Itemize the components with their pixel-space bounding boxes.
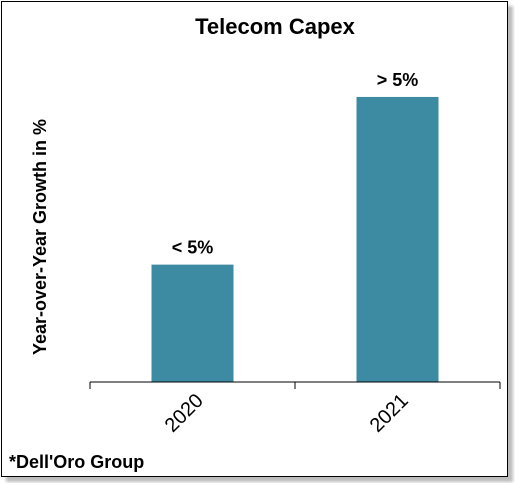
x-tick-label-2021: 2021 xyxy=(366,390,413,437)
chart-title: Telecom Capex xyxy=(195,14,356,39)
y-axis-label: Year-over-Year Growth in % xyxy=(30,119,50,355)
bars-group: < 5% > 5% xyxy=(151,70,439,383)
data-label-2020: < 5% xyxy=(172,238,214,258)
source-footnote: *Dell'Oro Group xyxy=(9,452,144,472)
x-tick-labels: 2020 2021 xyxy=(161,390,413,437)
bar-2021 xyxy=(356,96,439,383)
data-label-2021: > 5% xyxy=(377,70,419,90)
x-tick-label-2020: 2020 xyxy=(161,390,208,437)
bar-2020 xyxy=(151,264,234,382)
